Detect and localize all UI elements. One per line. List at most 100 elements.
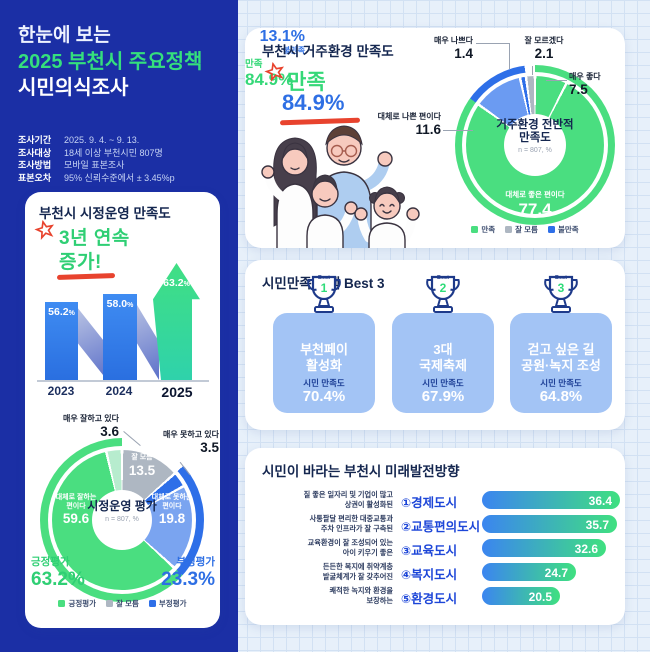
headline-value: 84.9%	[282, 90, 345, 115]
city-label: ④복지도시	[401, 568, 458, 582]
hbar-education: 32.6	[482, 539, 606, 557]
headline-word: 만족	[287, 71, 326, 94]
info-value: 2025. 9. 4. ~ 9. 13.	[64, 135, 140, 145]
city-label: ②교통편의도시	[401, 520, 481, 534]
year-tick-2025: 2025	[161, 384, 193, 400]
info-value: 모바일 표본조사	[64, 160, 125, 170]
info-value: 18세 이상 부천시민 807명	[64, 147, 163, 158]
city-operations-card: 부천시 시정운영 만족도 3년 연속 증가! 56.2% 58.0% 63.2%…	[25, 192, 220, 628]
trophy-icon: Best 1	[304, 273, 344, 317]
hbar-value: 35.7	[585, 517, 609, 532]
policy-metric-value: 67.9%	[421, 388, 465, 405]
hbar-environment: 20.5	[482, 587, 560, 605]
survey-info-row: 표본오차 95% 신뢰수준에서 ± 3.45%p	[18, 172, 175, 185]
future-row-environment: 쾌적한 녹지와 환경을 보장하는 ⑤환경도시 20.5	[253, 586, 617, 606]
segment-label-somewhat-good: 대체로 좋은 편이다 77.4	[505, 190, 565, 219]
info-value: 95% 신뢰수준에서 ± 3.45%p	[64, 172, 175, 183]
hbar-value: 32.6	[574, 541, 598, 556]
trophy-rank: 3	[557, 281, 565, 295]
living-card-title: 부천시 거주환경 만족도	[262, 44, 394, 59]
callout-line	[476, 43, 509, 44]
star-doodle-icon	[34, 219, 55, 245]
future-row-welfare: 든든한 복지에 취약계층 발굴체계가 잘 갖추어진 ④복지도시 24.7	[253, 562, 617, 582]
bar-value-label: 56.2%	[48, 306, 75, 318]
legend-swatch	[58, 600, 66, 607]
segment-label-somewhat-bad: 대체로 못하는 편이다 19.8	[151, 494, 193, 526]
info-label: 조사기간	[18, 135, 52, 145]
bar-2024: 58.0%	[103, 294, 137, 380]
info-label: 표본오차	[18, 172, 52, 183]
survey-info-row: 조사기간 2025. 9. 4. ~ 9. 13.	[18, 134, 175, 147]
bar-value-label: 58.0%	[106, 298, 134, 310]
policy-name: 걷고 싶은 길 공원·녹지 조성	[521, 342, 601, 373]
row-description: 교육환경이 잘 조성되어 있는 아이 키우기 좋은	[307, 538, 393, 557]
legend-item: 불만족	[547, 224, 579, 235]
trophy-badge-label: Best	[437, 275, 449, 281]
trophy-badge-label: Best	[318, 275, 330, 281]
callout-line	[443, 130, 473, 131]
legend-item: 만족	[471, 224, 495, 235]
ops-legend: 긍정평가 잘 모름 부정평가	[25, 598, 220, 609]
positive-summary: 긍정평가 63.2%	[31, 556, 85, 590]
city-label: ⑤환경도시	[401, 592, 458, 606]
trend-bar-chart: 56.2% 58.0% 63.2%	[37, 263, 209, 380]
trend-annotation-line2: 증가!	[59, 252, 102, 273]
policy-name: 부천페이 활성화	[300, 342, 348, 373]
ops-card-title: 부천시 시정운영 만족도	[39, 206, 171, 221]
hbar-transport: 35.7	[482, 515, 617, 533]
trophy-icon: Best 2	[423, 273, 463, 317]
best3-item-3: Best 3 걷고 싶은 길 공원·녹지 조성 시민 만족도 64.8%	[510, 275, 612, 413]
callout-somewhat-bad: 대체로 나쁜 편이다 11.6	[377, 112, 441, 137]
legend-swatch	[547, 226, 555, 233]
policy-metric-label: 시민 만족도	[422, 378, 464, 388]
policy-metric-value: 70.4%	[302, 388, 346, 405]
policy-name: 3대 국제축제	[419, 342, 467, 373]
survey-info-row: 조사방법 모바일 표본조사	[18, 159, 175, 172]
year-tick-2023: 2023	[47, 384, 75, 398]
poster-title-line2: 시민의식조사	[18, 77, 129, 99]
segment-label-somewhat-good: 대체로 잘하는 편이다 59.6	[55, 494, 97, 526]
ops-donut-chart: 시정운영 평가 n = 807, % 잘 모름 13.5 대체로 못하는 편이다…	[40, 438, 204, 602]
poster-title-line1: 2025 부천시 주요정책	[18, 51, 203, 73]
star-doodle-icon	[264, 61, 285, 87]
x-axis-line	[37, 380, 209, 382]
callout-very-good: 매우 좋다 7.5	[569, 72, 601, 97]
hbar-value: 36.4	[588, 493, 612, 508]
policy-metric-label: 시민 만족도	[540, 378, 582, 388]
ops-donut-center: 시정운영 평가 n = 807, %	[87, 499, 157, 523]
negative-summary: 부정평가 23.3%	[161, 556, 215, 590]
bar-2023: 56.2%	[45, 302, 78, 380]
legend-swatch	[106, 600, 114, 607]
family-illustration	[247, 114, 437, 248]
row-description: 쾌적한 녹지와 환경을 보장하는	[329, 586, 393, 605]
hbar-value: 24.7	[544, 565, 568, 580]
hbar-welfare: 24.7	[482, 563, 576, 581]
callout-dont-know: 잘 모르겠다 2.1	[524, 36, 564, 61]
callout-line	[532, 66, 533, 75]
segment-label-unknown: 잘 모름 13.5	[128, 454, 156, 478]
living-donut-chart: 거주환경 전반적 만족도 n = 807, % 대체로 좋은 편이다 77.4	[455, 65, 615, 225]
row-description: 든든한 복지에 취약계층 발굴체계가 잘 갖추어진	[322, 562, 393, 581]
trophy-rank: 1	[320, 281, 328, 295]
row-description: 사통팔달 편리한 대중교통과 주차 인프라가 잘 구축된	[309, 514, 393, 533]
future-row-economy: 질 좋은 일자리 및 기업이 많고 상권이 활성화된 ①경제도시 36.4	[253, 490, 620, 510]
trophy-icon: Best 3	[541, 273, 581, 317]
bar-value-label: 63.2%	[163, 277, 190, 289]
legend-swatch	[505, 226, 513, 233]
future-title: 시민이 바라는 부천시 미래발전방향	[262, 464, 460, 479]
living-donut-hole	[504, 114, 566, 176]
hbar-economy: 36.4	[482, 491, 620, 509]
living-environment-card: 부천시 거주환경 만족도 만족 84.9%	[245, 28, 625, 248]
best3-item-1: Best 1 부천페이 활성화 시민 만족도 70.4%	[273, 275, 375, 413]
living-legend: 만족 잘 모름 불만족	[425, 224, 625, 235]
policy-metric-value: 64.8%	[539, 388, 583, 405]
city-label: ①경제도시	[401, 496, 458, 510]
living-donut-center: 거주환경 전반적 만족도 n = 807, %	[496, 119, 574, 154]
legend-item: 부정평가	[148, 598, 187, 609]
info-label: 조사방법	[18, 160, 52, 170]
dissatisfied-summary: 13.1% 불만족	[259, 28, 305, 55]
row-description: 질 좋은 일자리 및 기업이 많고 상권이 활성화된	[303, 490, 393, 509]
policy-metric-label: 시민 만족도	[303, 378, 345, 388]
legend-item: 긍정평가	[58, 598, 96, 609]
